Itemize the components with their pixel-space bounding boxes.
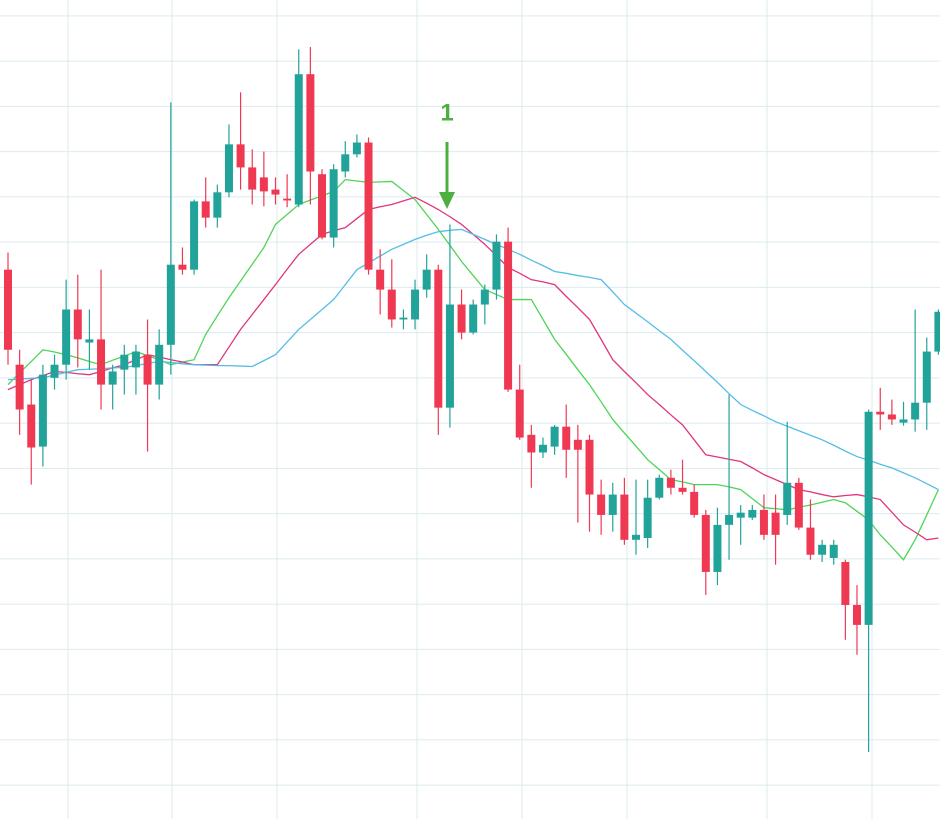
- candle-body: [538, 444, 547, 453]
- candle-body: [771, 512, 780, 535]
- candle-body: [783, 482, 792, 515]
- candle-body: [422, 269, 431, 290]
- candle-body: [818, 544, 827, 555]
- candle-body: [248, 167, 257, 190]
- candle-body: [527, 434, 536, 453]
- candle-body: [504, 241, 513, 390]
- candle-body: [864, 411, 873, 625]
- candle-body: [597, 494, 606, 515]
- candle-body: [108, 371, 117, 385]
- candle-body: [143, 354, 152, 385]
- candle-body: [411, 289, 420, 320]
- annotation-arrowhead: [439, 192, 455, 209]
- candle-body: [15, 364, 24, 410]
- candle-body: [899, 419, 908, 423]
- candle-body: [829, 544, 838, 558]
- candle-body: [725, 514, 734, 525]
- candle-body: [632, 534, 641, 540]
- candle-body: [376, 269, 385, 290]
- candle-body: [236, 144, 245, 168]
- candle-body: [550, 426, 559, 447]
- candle-body: [364, 142, 373, 270]
- annotation: 1: [439, 99, 455, 209]
- candle-body: [329, 169, 338, 238]
- candle-body: [887, 414, 896, 420]
- candle-body: [213, 192, 222, 218]
- candle-body: [38, 374, 47, 447]
- candle-body: [666, 477, 675, 488]
- candle-body: [806, 527, 815, 555]
- candle-body: [50, 364, 59, 378]
- candle-body: [736, 512, 745, 518]
- candle-body: [294, 74, 303, 205]
- candle-body: [166, 264, 175, 345]
- annotation-label: 1: [440, 99, 453, 126]
- candle-body: [4, 269, 12, 350]
- candle-body: [515, 389, 524, 438]
- candle-body: [492, 241, 501, 290]
- candle-body: [271, 189, 280, 195]
- candle-body: [259, 177, 268, 192]
- candle-body: [934, 311, 940, 352]
- candle-body: [62, 309, 71, 365]
- candle-body: [120, 354, 129, 370]
- candle-body: [690, 491, 699, 515]
- horizontal-grid: [0, 15, 940, 786]
- candle-body: [480, 289, 489, 305]
- candle-body: [573, 439, 582, 450]
- candle-body: [97, 339, 106, 385]
- candle-body: [399, 317, 408, 320]
- candle-body: [283, 198, 292, 201]
- candle-body: [469, 304, 478, 333]
- candle-body: [445, 304, 454, 408]
- candle-body: [178, 264, 187, 270]
- candle-body: [85, 339, 94, 343]
- candle-body: [562, 426, 571, 450]
- candle-body: [678, 487, 687, 492]
- candle-body: [876, 411, 885, 415]
- candle-body: [655, 477, 664, 498]
- candle-body: [73, 309, 82, 340]
- candle-body: [387, 289, 396, 320]
- candle-body: [27, 404, 36, 448]
- candle-body: [352, 142, 361, 155]
- candle-body: [620, 494, 629, 540]
- candle-body: [201, 201, 210, 218]
- candle-body: [608, 494, 617, 515]
- candle-body: [585, 439, 594, 495]
- candle-body: [190, 201, 199, 270]
- candle-body: [852, 604, 861, 625]
- candle-body: [131, 351, 140, 368]
- candle-body: [759, 509, 768, 535]
- candle-body: [434, 269, 443, 408]
- candle-body: [457, 304, 466, 333]
- candle-body: [922, 351, 931, 403]
- candle-body: [643, 497, 652, 539]
- candle-body: [713, 524, 722, 572]
- candle-body: [318, 174, 327, 238]
- candle-body: [224, 144, 233, 193]
- candle-body: [341, 154, 350, 172]
- candles: [4, 47, 940, 753]
- candle-body: [155, 344, 164, 385]
- candle-body: [841, 561, 850, 605]
- candle-body: [748, 509, 757, 518]
- candle-body: [794, 482, 803, 528]
- candle-body: [911, 402, 920, 420]
- candle-body: [701, 514, 710, 572]
- candle-body: [306, 74, 315, 172]
